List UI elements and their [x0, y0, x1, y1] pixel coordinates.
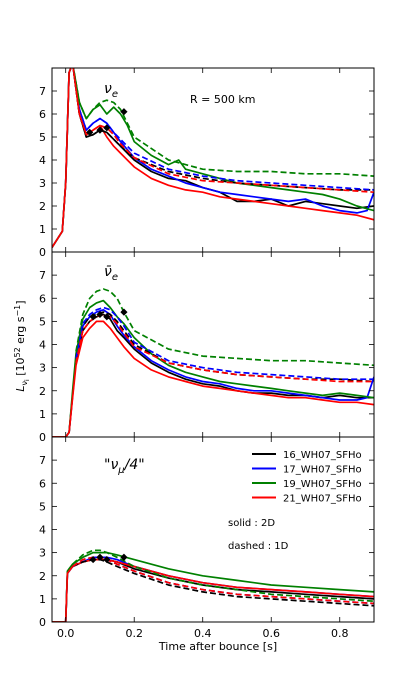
- y-tick-label: 6: [39, 292, 46, 305]
- shock-marker: [120, 108, 128, 116]
- y-tick-label: 3: [39, 547, 46, 560]
- series-line-dashed-16_WH07_SFHo: [72, 558, 374, 607]
- panel-label: νe: [104, 81, 118, 100]
- y-axis-label: Lνi [1052 erg s−1]: [13, 300, 31, 391]
- x-tick-label: 0.0: [57, 627, 75, 640]
- y-tick-label: 0: [39, 431, 46, 444]
- series-line-solid-17_WH07_SFHo: [52, 68, 374, 248]
- series-line-solid-17_WH07_SFHo: [52, 556, 374, 622]
- shock-marker: [96, 126, 104, 134]
- y-tick-label: 6: [39, 477, 46, 490]
- x-tick-label: 0.6: [262, 627, 280, 640]
- y-tick-label: 6: [39, 108, 46, 121]
- series-line-dashed-17_WH07_SFHo: [75, 306, 374, 381]
- shock-marker: [120, 553, 128, 561]
- legend-label: 17_WH07_SFHo: [283, 465, 362, 476]
- y-tick-label: 2: [39, 570, 46, 583]
- series-line-solid-21_WH07_SFHo: [52, 320, 374, 437]
- x-tick-label: 0.2: [125, 627, 143, 640]
- y-tick-label: 3: [39, 362, 46, 375]
- y-tick-label: 3: [39, 177, 46, 190]
- series-line-dashed-21_WH07_SFHo: [72, 68, 374, 194]
- y-tick-label: 7: [39, 454, 46, 467]
- series-group: [52, 549, 374, 622]
- y-tick-label: 4: [39, 524, 46, 537]
- x-tick-label: 0.4: [194, 627, 212, 640]
- series-line-dashed-21_WH07_SFHo: [75, 313, 374, 383]
- panel-label: ν̄e: [104, 264, 118, 283]
- y-tick-label: 0: [39, 246, 46, 259]
- y-tick-label: 7: [39, 85, 46, 98]
- series-line-solid-16_WH07_SFHo: [52, 68, 374, 248]
- series-line-dashed-21_WH07_SFHo: [72, 556, 374, 605]
- note-dashed: dashed : 1D: [228, 541, 289, 552]
- legend-label: 16_WH07_SFHo: [283, 450, 362, 461]
- x-tick-label: 0.8: [331, 627, 349, 640]
- y-tick-label: 1: [39, 408, 46, 421]
- y-tick-label: 1: [39, 593, 46, 606]
- series-group: [52, 288, 374, 437]
- shock-marker: [96, 553, 104, 561]
- y-tick-label: 2: [39, 385, 46, 398]
- shock-marker: [103, 313, 111, 321]
- series-line-solid-19_WH07_SFHo: [52, 551, 374, 622]
- series-line-dashed-17_WH07_SFHo: [72, 68, 374, 191]
- legend: 16_WH07_SFHo 17_WH07_SFHo 19_WH07_SFHo 21_W…: [252, 450, 362, 505]
- y-tick-label: 1: [39, 223, 46, 236]
- shock-marker: [103, 124, 111, 132]
- shock-marker: [96, 310, 104, 319]
- legend-label: 21_WH07_SFHo: [283, 494, 362, 505]
- series-line-dashed-19_WH07_SFHo: [72, 68, 374, 177]
- series-line-solid-21_WH07_SFHo: [52, 68, 374, 248]
- series-line-solid-17_WH07_SFHo: [52, 308, 374, 437]
- note-solid: solid : 2D: [228, 518, 275, 529]
- y-tick-label: 5: [39, 131, 46, 144]
- shock-marker: [86, 128, 94, 136]
- shock-marker: [120, 308, 128, 316]
- series-line-solid-19_WH07_SFHo: [52, 68, 374, 248]
- y-tick-label: 5: [39, 500, 46, 513]
- series-group: [52, 68, 374, 248]
- shock-marker: [89, 313, 97, 321]
- shock-marker: [103, 555, 111, 564]
- legend-label: 19_WH07_SFHo: [283, 479, 362, 490]
- series-line-solid-16_WH07_SFHo: [52, 313, 374, 437]
- panel-nu-e-bar: 0 1 2 3 4 5 6 7 ν̄e: [39, 251, 375, 444]
- x-axis-label: Time after bounce [s]: [158, 640, 277, 653]
- series-line-dashed-19_WH07_SFHo: [72, 549, 374, 603]
- panel-label: "νμ/4": [104, 457, 145, 476]
- y-tick-label: 0: [39, 616, 46, 629]
- panel-nu-mu: 0 1 2 3 4 5 6 7 0.0 0.2 0.4 0.6 0.8 "νμ/4": [39, 436, 375, 640]
- y-tick-label: 2: [39, 200, 46, 213]
- y-tick-label: 5: [39, 315, 46, 328]
- y-tick-label: 4: [39, 339, 46, 352]
- series-line-solid-21_WH07_SFHo: [52, 558, 374, 622]
- shock-marker: [89, 555, 97, 564]
- radius-annotation: R = 500 km: [190, 93, 255, 106]
- y-tick-label: 7: [39, 269, 46, 282]
- y-tick-label: 4: [39, 154, 46, 167]
- panel-frame: [51, 251, 375, 438]
